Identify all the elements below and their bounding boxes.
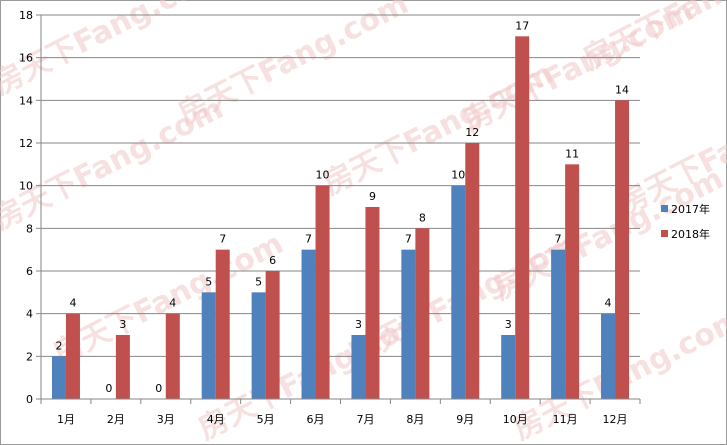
data-label: 7 bbox=[219, 233, 226, 246]
bar-series-2 bbox=[315, 185, 330, 399]
x-tick-label: 10月 bbox=[503, 413, 528, 426]
legend-label: 2018年 bbox=[671, 227, 710, 241]
data-label: 4 bbox=[169, 297, 176, 310]
data-label: 4 bbox=[605, 297, 612, 310]
data-label: 3 bbox=[505, 318, 512, 331]
x-tick-label: 3月 bbox=[157, 413, 175, 426]
x-tick-label: 4月 bbox=[207, 413, 225, 426]
bar-series-2 bbox=[165, 313, 180, 399]
x-tick-label: 12月 bbox=[603, 413, 628, 426]
bar-series-2 bbox=[215, 249, 230, 399]
watermark-text: 房天下Fang.com bbox=[0, 91, 229, 237]
data-label: 8 bbox=[419, 211, 426, 224]
bar-series-2 bbox=[115, 335, 130, 399]
bar-series-1 bbox=[501, 335, 516, 399]
data-label: 3 bbox=[119, 318, 126, 331]
data-label: 3 bbox=[355, 318, 362, 331]
legend-swatch bbox=[661, 230, 668, 237]
data-label: 5 bbox=[205, 275, 212, 288]
y-tick-label: 0 bbox=[26, 393, 33, 406]
bar-series-1 bbox=[51, 356, 66, 399]
bar-series-2 bbox=[265, 271, 280, 399]
bar-series-2 bbox=[365, 207, 380, 399]
watermark-text: 房天下Fang.com bbox=[578, 0, 727, 77]
data-label: 10 bbox=[451, 169, 465, 182]
bars bbox=[51, 36, 630, 399]
bar-series-1 bbox=[351, 335, 366, 399]
bar-series-2 bbox=[615, 100, 630, 399]
bar-series-1 bbox=[451, 185, 466, 399]
y-tick-label: 18 bbox=[19, 9, 33, 22]
bar-series-1 bbox=[201, 292, 216, 399]
y-tick-label: 16 bbox=[19, 52, 33, 65]
y-tick-label: 14 bbox=[19, 94, 33, 107]
bar-series-1 bbox=[301, 249, 316, 399]
data-label: 10 bbox=[316, 169, 330, 182]
x-tick-label: 2月 bbox=[107, 413, 125, 426]
bar-series-1 bbox=[251, 292, 266, 399]
y-tick-label: 2 bbox=[26, 350, 33, 363]
bar-series-2 bbox=[465, 143, 480, 399]
bar-series-2 bbox=[65, 313, 80, 399]
data-label: 7 bbox=[305, 233, 312, 246]
x-tick-label: 8月 bbox=[406, 413, 424, 426]
data-label: 11 bbox=[565, 147, 579, 160]
x-tick-label: 5月 bbox=[257, 413, 275, 426]
data-label: 0 bbox=[105, 382, 112, 395]
data-label: 12 bbox=[465, 126, 479, 139]
y-tick-label: 12 bbox=[19, 137, 33, 150]
data-label: 7 bbox=[555, 233, 562, 246]
x-tick-label: 7月 bbox=[356, 413, 374, 426]
y-tick-label: 6 bbox=[26, 265, 33, 278]
gridlines bbox=[41, 14, 640, 357]
bar-series-2 bbox=[515, 36, 530, 399]
bar-series-1 bbox=[401, 249, 416, 399]
data-label: 7 bbox=[405, 233, 412, 246]
bar-series-1 bbox=[551, 249, 566, 399]
data-label: 6 bbox=[269, 254, 276, 267]
data-label: 4 bbox=[69, 297, 76, 310]
legend: 2017年 2018年 bbox=[661, 202, 710, 241]
bar-series-1 bbox=[601, 313, 616, 399]
data-label: 14 bbox=[615, 83, 629, 96]
bar-series-2 bbox=[565, 164, 580, 399]
data-label: 9 bbox=[369, 190, 376, 203]
x-tick-label: 6月 bbox=[307, 413, 325, 426]
x-tick-label: 9月 bbox=[456, 413, 474, 426]
data-label: 17 bbox=[515, 19, 529, 32]
data-label: 5 bbox=[255, 275, 262, 288]
axes: 0 2 4 6 8 10 12 14 16 18 1月 2月 3月 4月 5月 6月 7月 8月 9月 10月 11月 1… bbox=[19, 9, 641, 426]
legend-label: 2017年 bbox=[671, 202, 710, 216]
data-label: 0 bbox=[155, 382, 162, 395]
x-tick-label: 1月 bbox=[57, 413, 75, 426]
legend-swatch bbox=[661, 205, 668, 212]
data-label: 2 bbox=[55, 339, 62, 352]
y-tick-label: 8 bbox=[26, 222, 33, 235]
x-tick-label: 11月 bbox=[553, 413, 578, 426]
y-tick-label: 4 bbox=[26, 308, 33, 321]
bar-series-2 bbox=[415, 228, 430, 399]
y-tick-label: 10 bbox=[19, 180, 33, 193]
